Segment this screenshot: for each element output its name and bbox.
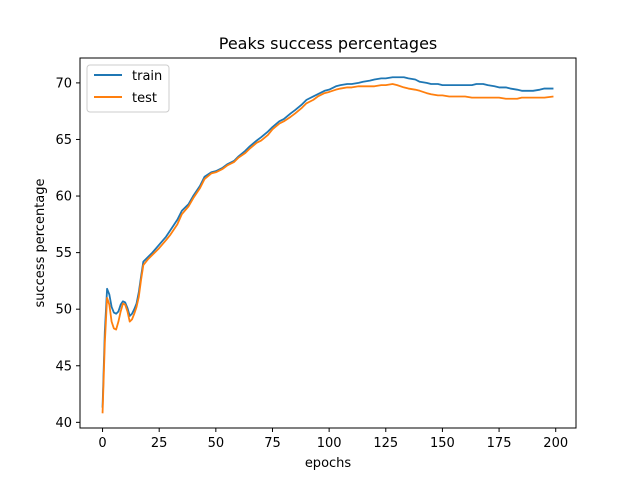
ticks-layer: 0 25 50 75 100 125 150 175 200 40 45 50 55 60 65 70 [55,76,568,451]
legend-label-test: test [132,91,157,106]
x-tick-label: 175 [487,436,512,451]
x-tick-label: 125 [373,436,398,451]
y-tick-label: 40 [55,416,72,431]
x-tick-label: 0 [98,436,106,451]
x-tick-label: 25 [151,436,168,451]
legend: train test [86,64,170,113]
plot-frame [79,57,577,429]
series-layer [101,76,554,414]
x-tick-label: 200 [543,436,568,451]
x-axis-label: epochs [305,456,352,471]
y-tick-label: 55 [55,246,72,261]
y-axis-label: success percentage [33,179,48,308]
legend-label-train: train [132,69,162,84]
series-line-test [101,83,554,414]
x-tick-label: 150 [430,436,455,451]
x-tick-label: 75 [264,436,281,451]
chart-title: Peaks success percentages [219,34,438,53]
y-tick-label: 45 [55,359,72,374]
y-tick-label: 70 [55,76,72,91]
y-tick-label: 60 [55,190,72,205]
x-tick-label: 100 [317,436,342,451]
y-tick-label: 50 [55,303,72,318]
legend-box [86,64,170,113]
x-tick-label: 50 [208,436,225,451]
y-tick-label: 65 [55,133,72,148]
